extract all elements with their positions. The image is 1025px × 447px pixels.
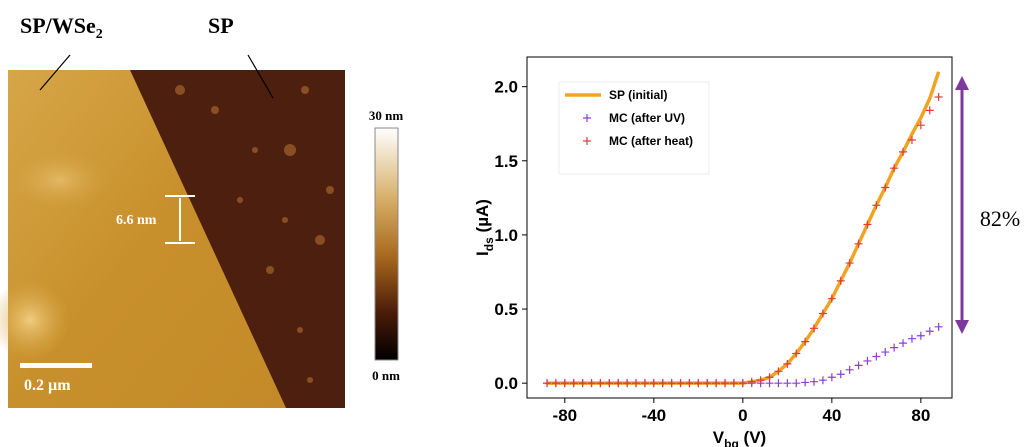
data-point — [721, 379, 730, 388]
data-point — [916, 121, 925, 130]
data-point — [623, 379, 632, 388]
data-point — [640, 379, 649, 388]
data-point — [578, 379, 587, 388]
annotation-label: 82% — [980, 206, 1020, 231]
data-point — [872, 201, 881, 210]
data-point — [694, 379, 703, 388]
legend-label: MC (after UV) — [609, 111, 685, 125]
data-point — [907, 334, 916, 343]
data-point — [881, 348, 890, 357]
data-point — [801, 378, 810, 387]
data-point — [792, 349, 801, 358]
data-point — [747, 377, 756, 386]
data-point — [774, 367, 783, 376]
data-point — [792, 379, 801, 388]
data-point — [729, 379, 738, 388]
data-point — [569, 379, 578, 388]
data-point — [845, 259, 854, 268]
chart: 0.0 0.5 1.0 1.5 2.0 -80 -40 0 40 80 Vbg (V) Ids (µA… — [473, 56, 1020, 447]
data-point — [756, 376, 765, 385]
y-axis-label-sub: ds — [482, 237, 496, 251]
data-point — [863, 220, 872, 229]
data-point — [783, 379, 792, 388]
data-point — [854, 361, 863, 370]
y-tick-label: 0.0 — [494, 374, 518, 393]
data-point — [801, 337, 810, 346]
scale-bar-label: 0.2 µm — [24, 377, 71, 394]
x-tick-label: -40 — [642, 406, 667, 425]
data-point — [560, 379, 569, 388]
height-label: 6.6 nm — [116, 213, 157, 228]
x-tick-label: 80 — [911, 406, 930, 425]
legend-label: MC (after heat) — [609, 134, 693, 148]
data-point — [827, 373, 836, 382]
afm-label: SP — [208, 13, 234, 38]
y-tick-label: 0.5 — [494, 300, 518, 319]
data-point — [907, 136, 916, 145]
data-point — [890, 164, 899, 173]
data-point — [712, 379, 721, 388]
y-tick-label: 1.5 — [494, 152, 518, 171]
data-point — [881, 183, 890, 192]
data-point — [632, 379, 641, 388]
x-tick-label: 40 — [822, 406, 841, 425]
data-point — [934, 322, 943, 331]
y-tick-label: 2.0 — [494, 78, 518, 97]
data-point — [818, 376, 827, 385]
data-point — [925, 106, 934, 115]
x-axis-label-part: V — [713, 428, 725, 447]
data-point — [818, 309, 827, 318]
y-tick-label: 1.0 — [494, 226, 518, 245]
data-point — [854, 239, 863, 248]
plot-frame — [526, 56, 953, 399]
data-point — [845, 365, 854, 374]
y-axis-label-part: (µA) — [473, 199, 492, 237]
x-axis-label: Vbg (V) — [713, 428, 766, 447]
afm-image — [0, 54, 399, 408]
data-point — [783, 359, 792, 368]
data-point — [551, 379, 560, 388]
data-point — [649, 379, 658, 388]
y-axis-label-part: I — [473, 251, 492, 256]
data-point — [605, 379, 614, 388]
data-point — [738, 379, 747, 388]
data-point — [827, 294, 836, 303]
afm-label: SP/WSe2 — [20, 13, 103, 42]
y-axis-label: Ids (µA) — [473, 199, 496, 256]
data-point — [916, 331, 925, 340]
data-point — [810, 324, 819, 333]
data-point — [890, 343, 899, 352]
x-tick-label: -80 — [553, 406, 578, 425]
data-point — [614, 379, 623, 388]
data-point — [810, 377, 819, 386]
data-point — [703, 379, 712, 388]
data-point — [658, 379, 667, 388]
legend-box — [558, 81, 710, 175]
data-point — [863, 356, 872, 365]
x-axis-label-sub: bg — [724, 437, 739, 447]
data-point — [676, 379, 685, 388]
data-point — [925, 327, 934, 336]
data-point — [836, 370, 845, 379]
data-point — [765, 373, 774, 382]
colorbar-label: 30 nm — [369, 108, 403, 123]
data-point — [934, 93, 943, 102]
data-point — [587, 379, 596, 388]
data-point — [685, 379, 694, 388]
data-point — [872, 352, 881, 361]
data-point — [596, 379, 605, 388]
legend-label: SP (initial) — [609, 88, 667, 102]
data-point — [899, 147, 908, 156]
data-point — [899, 339, 908, 348]
data-point — [774, 379, 783, 388]
legend-symbol — [583, 114, 591, 122]
x-tick-label: 0 — [738, 406, 747, 425]
x-axis-label-part: (V) — [739, 428, 766, 447]
legend-symbol — [583, 137, 591, 145]
colorbar-label: 0 nm — [372, 368, 400, 383]
data-point — [836, 276, 845, 285]
data-point — [667, 379, 676, 388]
data-point — [543, 379, 552, 388]
